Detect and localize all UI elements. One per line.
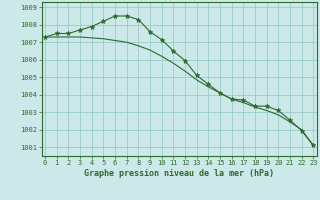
X-axis label: Graphe pression niveau de la mer (hPa): Graphe pression niveau de la mer (hPa) [84, 169, 274, 178]
